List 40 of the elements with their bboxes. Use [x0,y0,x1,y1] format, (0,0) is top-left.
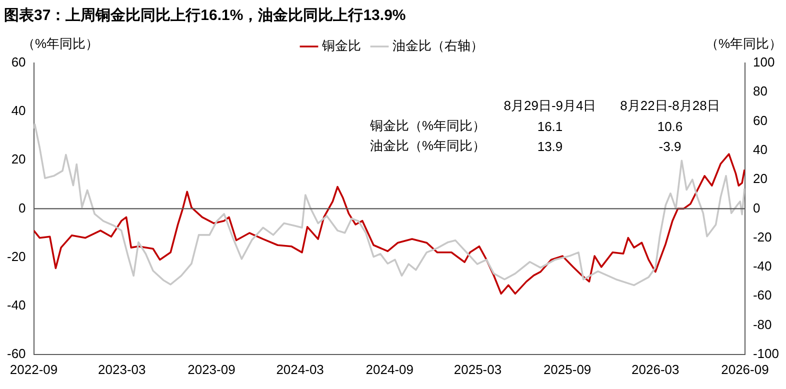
x-tick-label: 2026-03 [632,362,680,377]
y2-tick-label: 20 [752,171,768,186]
annotation: 10.6 [656,118,684,136]
y2-tick-label: -60 [752,288,772,303]
y-axis-title: （%年同比） [22,36,99,52]
annotation: 油金比（%年同比） [370,137,487,155]
y2-tick-label: 80 [752,84,768,99]
annotation: -3.9 [658,138,682,156]
y2-axis-title: （%年同比） [705,36,782,52]
y2-tick-label: 0 [752,200,760,216]
annotation: 8月29日-9月4日 [502,97,598,115]
annotation: 13.9 [536,138,564,156]
y-tick-label: -40 [6,297,26,312]
y2-tick-label: 60 [752,112,768,128]
y2-tick-label: 40 [752,142,768,157]
y2-tick-label: 100 [752,54,775,70]
x-tick-label: 2024-03 [276,362,324,377]
x-tick-label: 2024-09 [366,362,414,377]
x-tick-label: 2023-09 [188,362,236,377]
y2-tick-label: -20 [752,229,772,244]
y-tick-label: 0 [18,200,26,216]
annotation: 16.1 [536,118,564,136]
y2-tick-label: -40 [752,258,772,274]
y-tick-label: 40 [11,103,26,118]
y-tick-label: 20 [11,152,26,167]
y2-tick-label: -80 [752,316,772,332]
legend-label: 油金比（右轴） [392,38,484,54]
y-tick-label: -60 [6,346,26,361]
x-tick-label: 2025-09 [543,362,592,377]
chart-title: 图表37：上周铜金比同比上行16.1%，油金比同比上行13.9% [3,6,407,26]
annotation: 8月22日-8月28日 [619,97,721,115]
annotation: 铜金比（%年同比） [370,117,487,135]
legend-label: 铜金比 [321,38,361,54]
x-tick-label: 2025-03 [454,362,502,377]
y-tick-label: -20 [6,248,26,264]
y2-tick-label: -100 [752,346,780,361]
y-tick-label: 60 [11,54,26,70]
x-tick-label: 2023-03 [98,362,146,377]
x-tick-label: 2022-09 [10,362,58,377]
x-tick-label: 2026-09 [721,362,769,377]
